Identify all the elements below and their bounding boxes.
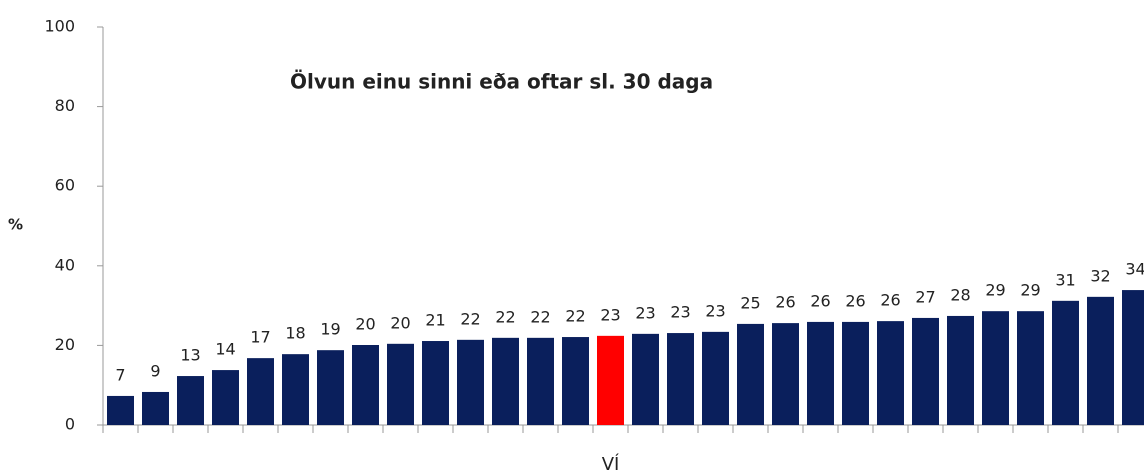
bar <box>632 333 659 425</box>
value-label: 23 <box>635 303 655 322</box>
value-label: 22 <box>565 307 585 326</box>
value-label: 26 <box>845 291 865 310</box>
bar <box>177 376 204 425</box>
bar <box>947 315 974 425</box>
bar <box>1052 300 1079 425</box>
bar <box>422 341 449 425</box>
value-label: 20 <box>355 315 375 334</box>
value-label: 26 <box>880 291 900 310</box>
value-label: 22 <box>460 309 480 328</box>
value-label: 22 <box>495 307 515 326</box>
value-label: 13 <box>180 346 200 365</box>
bar <box>772 323 799 425</box>
bar <box>317 350 344 425</box>
y-tick-label: 60 <box>55 176 75 195</box>
value-label: 25 <box>740 293 760 312</box>
y-axis-label: % <box>8 216 23 234</box>
value-label: 22 <box>530 307 550 326</box>
bar <box>492 337 519 425</box>
value-label: 23 <box>670 303 690 322</box>
value-label: 21 <box>425 311 445 330</box>
y-tick-label: 0 <box>65 415 75 434</box>
value-label: 23 <box>705 301 725 320</box>
bar <box>352 345 379 425</box>
value-label: 26 <box>810 291 830 310</box>
y-tick-label: 20 <box>55 335 75 354</box>
bar <box>527 337 554 425</box>
chart-title: Ölvun einu sinni eða oftar sl. 30 daga <box>290 70 713 94</box>
value-label: 9 <box>150 361 160 380</box>
value-label: 20 <box>390 313 410 332</box>
value-label: 19 <box>320 320 340 339</box>
bar <box>982 311 1009 425</box>
value-label: 31 <box>1055 270 1075 289</box>
bar <box>212 370 239 425</box>
value-label: 28 <box>950 285 970 304</box>
value-label: 14 <box>215 340 235 359</box>
bar <box>667 333 694 425</box>
bar <box>702 331 729 425</box>
bar <box>807 321 834 425</box>
value-label: 7 <box>115 365 125 384</box>
value-label: 34 <box>1125 260 1144 279</box>
value-label: 17 <box>250 328 270 347</box>
bar <box>457 339 484 425</box>
value-label: 32 <box>1090 266 1110 285</box>
bar <box>1017 311 1044 425</box>
bar <box>282 354 309 425</box>
bar <box>247 358 274 425</box>
value-label: 29 <box>985 281 1005 300</box>
y-tick-label: 100 <box>44 17 75 36</box>
value-label: 29 <box>1020 281 1040 300</box>
bar <box>877 321 904 425</box>
value-label: 18 <box>285 324 305 343</box>
bar <box>387 343 414 425</box>
bar <box>842 321 869 425</box>
bar <box>737 323 764 425</box>
value-label: 23 <box>600 305 620 324</box>
y-tick-label: 80 <box>55 96 75 115</box>
bar <box>142 391 169 425</box>
y-tick-label: 40 <box>55 255 75 274</box>
bar <box>1087 296 1114 425</box>
value-label: 27 <box>915 287 935 306</box>
value-label: 26 <box>775 293 795 312</box>
bar <box>912 317 939 425</box>
x-tick-label: VÍ <box>602 453 620 475</box>
bar <box>1122 290 1144 425</box>
bar <box>562 337 589 425</box>
bar <box>107 395 134 425</box>
bar <box>597 335 624 425</box>
